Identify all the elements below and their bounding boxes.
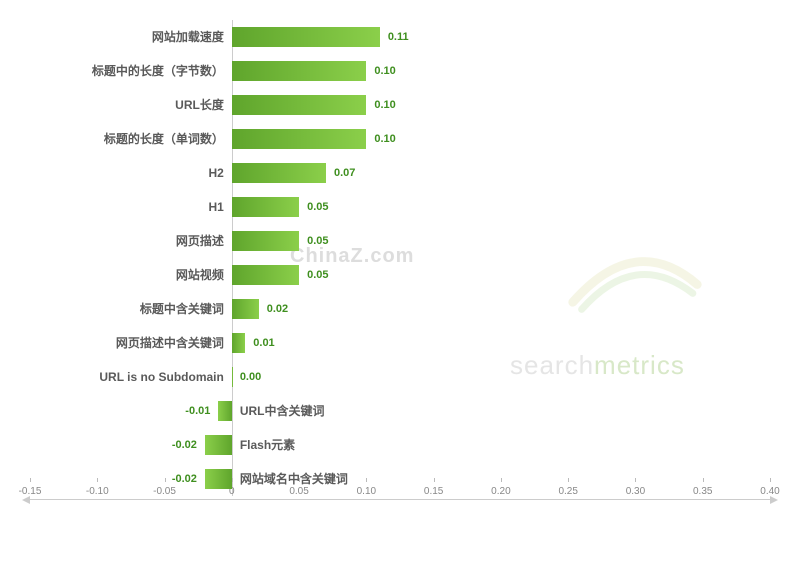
value-label: 0.10	[374, 88, 395, 122]
value-label: -0.01	[185, 394, 210, 428]
value-label: -0.02	[172, 462, 197, 496]
x-axis-tick-mark	[770, 478, 771, 482]
chart-row: Flash元素 -0.02	[30, 428, 770, 462]
chart-row: 网页描述中含关键词 0.01	[30, 326, 770, 360]
category-label: 网页描述	[176, 224, 224, 258]
category-label: H1	[208, 190, 223, 224]
category-label: 网站加载速度	[152, 20, 224, 54]
category-label: URL中含关键词	[240, 394, 325, 428]
value-label: 0.05	[307, 190, 328, 224]
bar	[232, 27, 380, 47]
value-label: 0.11	[388, 20, 409, 54]
chart-row: 网站加载速度 0.11	[30, 20, 770, 54]
value-label: 0.02	[267, 292, 288, 326]
value-label: 0.10	[374, 54, 395, 88]
category-label: H2	[208, 156, 223, 190]
category-label: 网站域名中含关键词	[240, 462, 348, 496]
bar	[218, 401, 231, 421]
chart-row: H2 0.07	[30, 156, 770, 190]
value-label: 0.01	[253, 326, 274, 360]
plot-area: -0.15-0.10-0.0500.050.100.150.200.250.30…	[30, 20, 770, 500]
chart-row: H1 0.05	[30, 190, 770, 224]
bar	[232, 231, 299, 251]
bar	[232, 163, 326, 183]
value-label: 0.00	[240, 360, 261, 394]
category-label: 标题中含关键词	[140, 292, 224, 326]
bar	[232, 265, 299, 285]
category-label: 网站视频	[176, 258, 224, 292]
chart-row: URL is no Subdomain 0.00	[30, 360, 770, 394]
value-label: 0.07	[334, 156, 355, 190]
category-label: Flash元素	[240, 428, 295, 462]
bar	[232, 333, 245, 353]
bar	[205, 469, 232, 489]
category-label: 标题的长度（单词数）	[104, 122, 224, 156]
chart-row: 标题中的长度（字节数） 0.10	[30, 54, 770, 88]
bar	[232, 129, 367, 149]
chart-row: 网站域名中含关键词 -0.02	[30, 462, 770, 496]
bar	[232, 95, 367, 115]
chart-row: URL长度 0.10	[30, 88, 770, 122]
chart-row: 标题的长度（单词数） 0.10	[30, 122, 770, 156]
chart-container: -0.15-0.10-0.0500.050.100.150.200.250.30…	[30, 20, 770, 520]
bar	[232, 61, 367, 81]
category-label: 标题中的长度（字节数）	[92, 54, 224, 88]
value-label: 0.05	[307, 258, 328, 292]
value-label: 0.05	[307, 224, 328, 258]
chart-row: 网站视频 0.05	[30, 258, 770, 292]
value-label: 0.10	[374, 122, 395, 156]
category-label: URL is no Subdomain	[99, 360, 223, 394]
chart-row: 标题中含关键词 0.02	[30, 292, 770, 326]
bar	[232, 299, 259, 319]
chart-row: 网页描述 0.05	[30, 224, 770, 258]
value-label: -0.02	[172, 428, 197, 462]
category-label: URL长度	[175, 88, 224, 122]
bar	[205, 435, 232, 455]
bar	[232, 197, 299, 217]
bar	[232, 367, 233, 387]
chart-row: URL中含关键词 -0.01	[30, 394, 770, 428]
category-label: 网页描述中含关键词	[116, 326, 224, 360]
